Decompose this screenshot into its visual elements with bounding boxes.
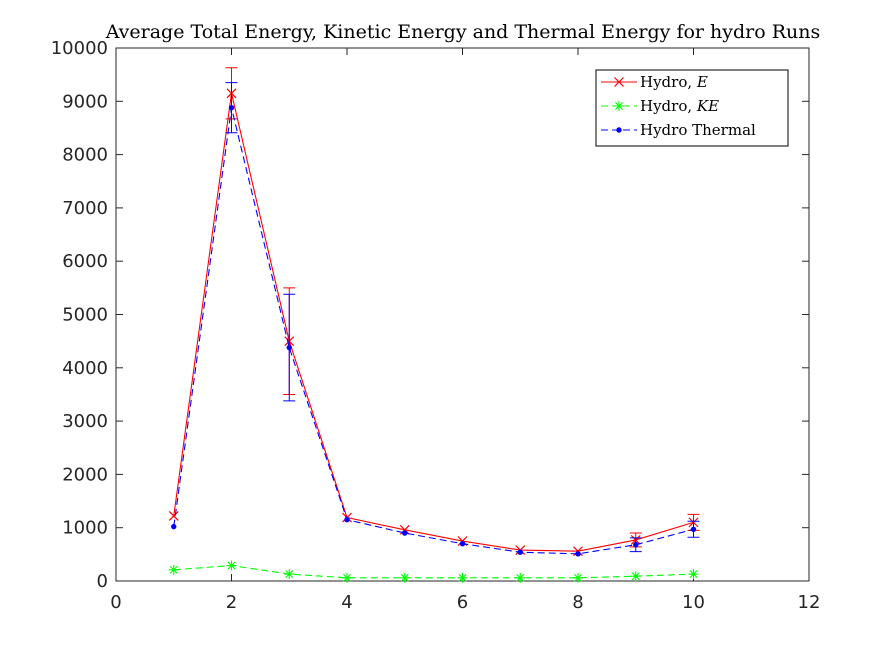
legend: Hydro, E Hydro, KE Hydro Thermal (595, 69, 789, 147)
data-point (168, 511, 179, 521)
data-point (286, 344, 292, 351)
data-point (517, 549, 523, 555)
x-tick-label: 6 (457, 592, 468, 613)
data-point (688, 569, 699, 580)
data-point (690, 526, 697, 532)
legend-label: Hydro, E (640, 73, 708, 91)
y-tick-label: 2000 (62, 464, 108, 485)
data-point (630, 571, 641, 582)
y-tick-label: 0 (97, 571, 108, 592)
data-point (226, 560, 237, 571)
y-tick-label: 1000 (62, 518, 108, 539)
y-tick-label: 9000 (62, 91, 108, 112)
series-line (173, 93, 694, 552)
x-tick-label: 4 (341, 592, 352, 613)
x-tick-label: 12 (798, 592, 821, 613)
data-point (284, 569, 295, 580)
legend-entry-2: Hydro, KE (601, 97, 719, 115)
series-line (173, 107, 694, 555)
data-point (171, 523, 177, 530)
data-point (402, 530, 408, 536)
x-tick-label: 0 (110, 592, 121, 613)
legend-label: Hydro Thermal (640, 121, 756, 139)
x-tick-label: 10 (682, 592, 705, 613)
y-tick-label: 5000 (62, 305, 108, 326)
data-point (342, 572, 352, 583)
y-tick-label: 6000 (62, 251, 108, 272)
legend-box (595, 69, 789, 147)
axis-ticks: 0 2 4 6 8 10 12 0 1000 2000 3000 4000 5000 6000 7000 80… (51, 38, 821, 613)
y-tick-label: 10000 (51, 38, 108, 59)
series-line (173, 564, 694, 579)
y-tick-label: 3000 (62, 411, 108, 432)
data-point (575, 551, 581, 557)
data-point (459, 540, 466, 547)
data-point (633, 542, 639, 548)
data-point (515, 572, 526, 583)
legend-marker (616, 127, 622, 133)
y-tick-label: 7000 (62, 198, 108, 219)
chart-title: Average Total Energy, Kinetic Energy and… (105, 21, 821, 43)
series-3 (171, 82, 700, 557)
data-point (344, 517, 350, 523)
data-point (228, 104, 235, 111)
data-point (168, 564, 179, 575)
series-2 (168, 560, 699, 583)
legend-label: Hydro, KE (640, 97, 719, 115)
legend-entry-1: Hydro, E (601, 73, 708, 91)
y-tick-label: 4000 (62, 358, 108, 379)
legend-entry-3: Hydro Thermal (601, 121, 756, 139)
data-point (457, 572, 468, 583)
y-tick-label: 8000 (62, 145, 108, 166)
data-point (399, 572, 410, 583)
data-point (573, 572, 583, 583)
legend-marker (614, 77, 624, 87)
data-series (168, 67, 700, 583)
legend-marker (614, 101, 624, 111)
x-tick-label: 2 (226, 592, 237, 613)
x-tick-label: 8 (572, 592, 583, 613)
